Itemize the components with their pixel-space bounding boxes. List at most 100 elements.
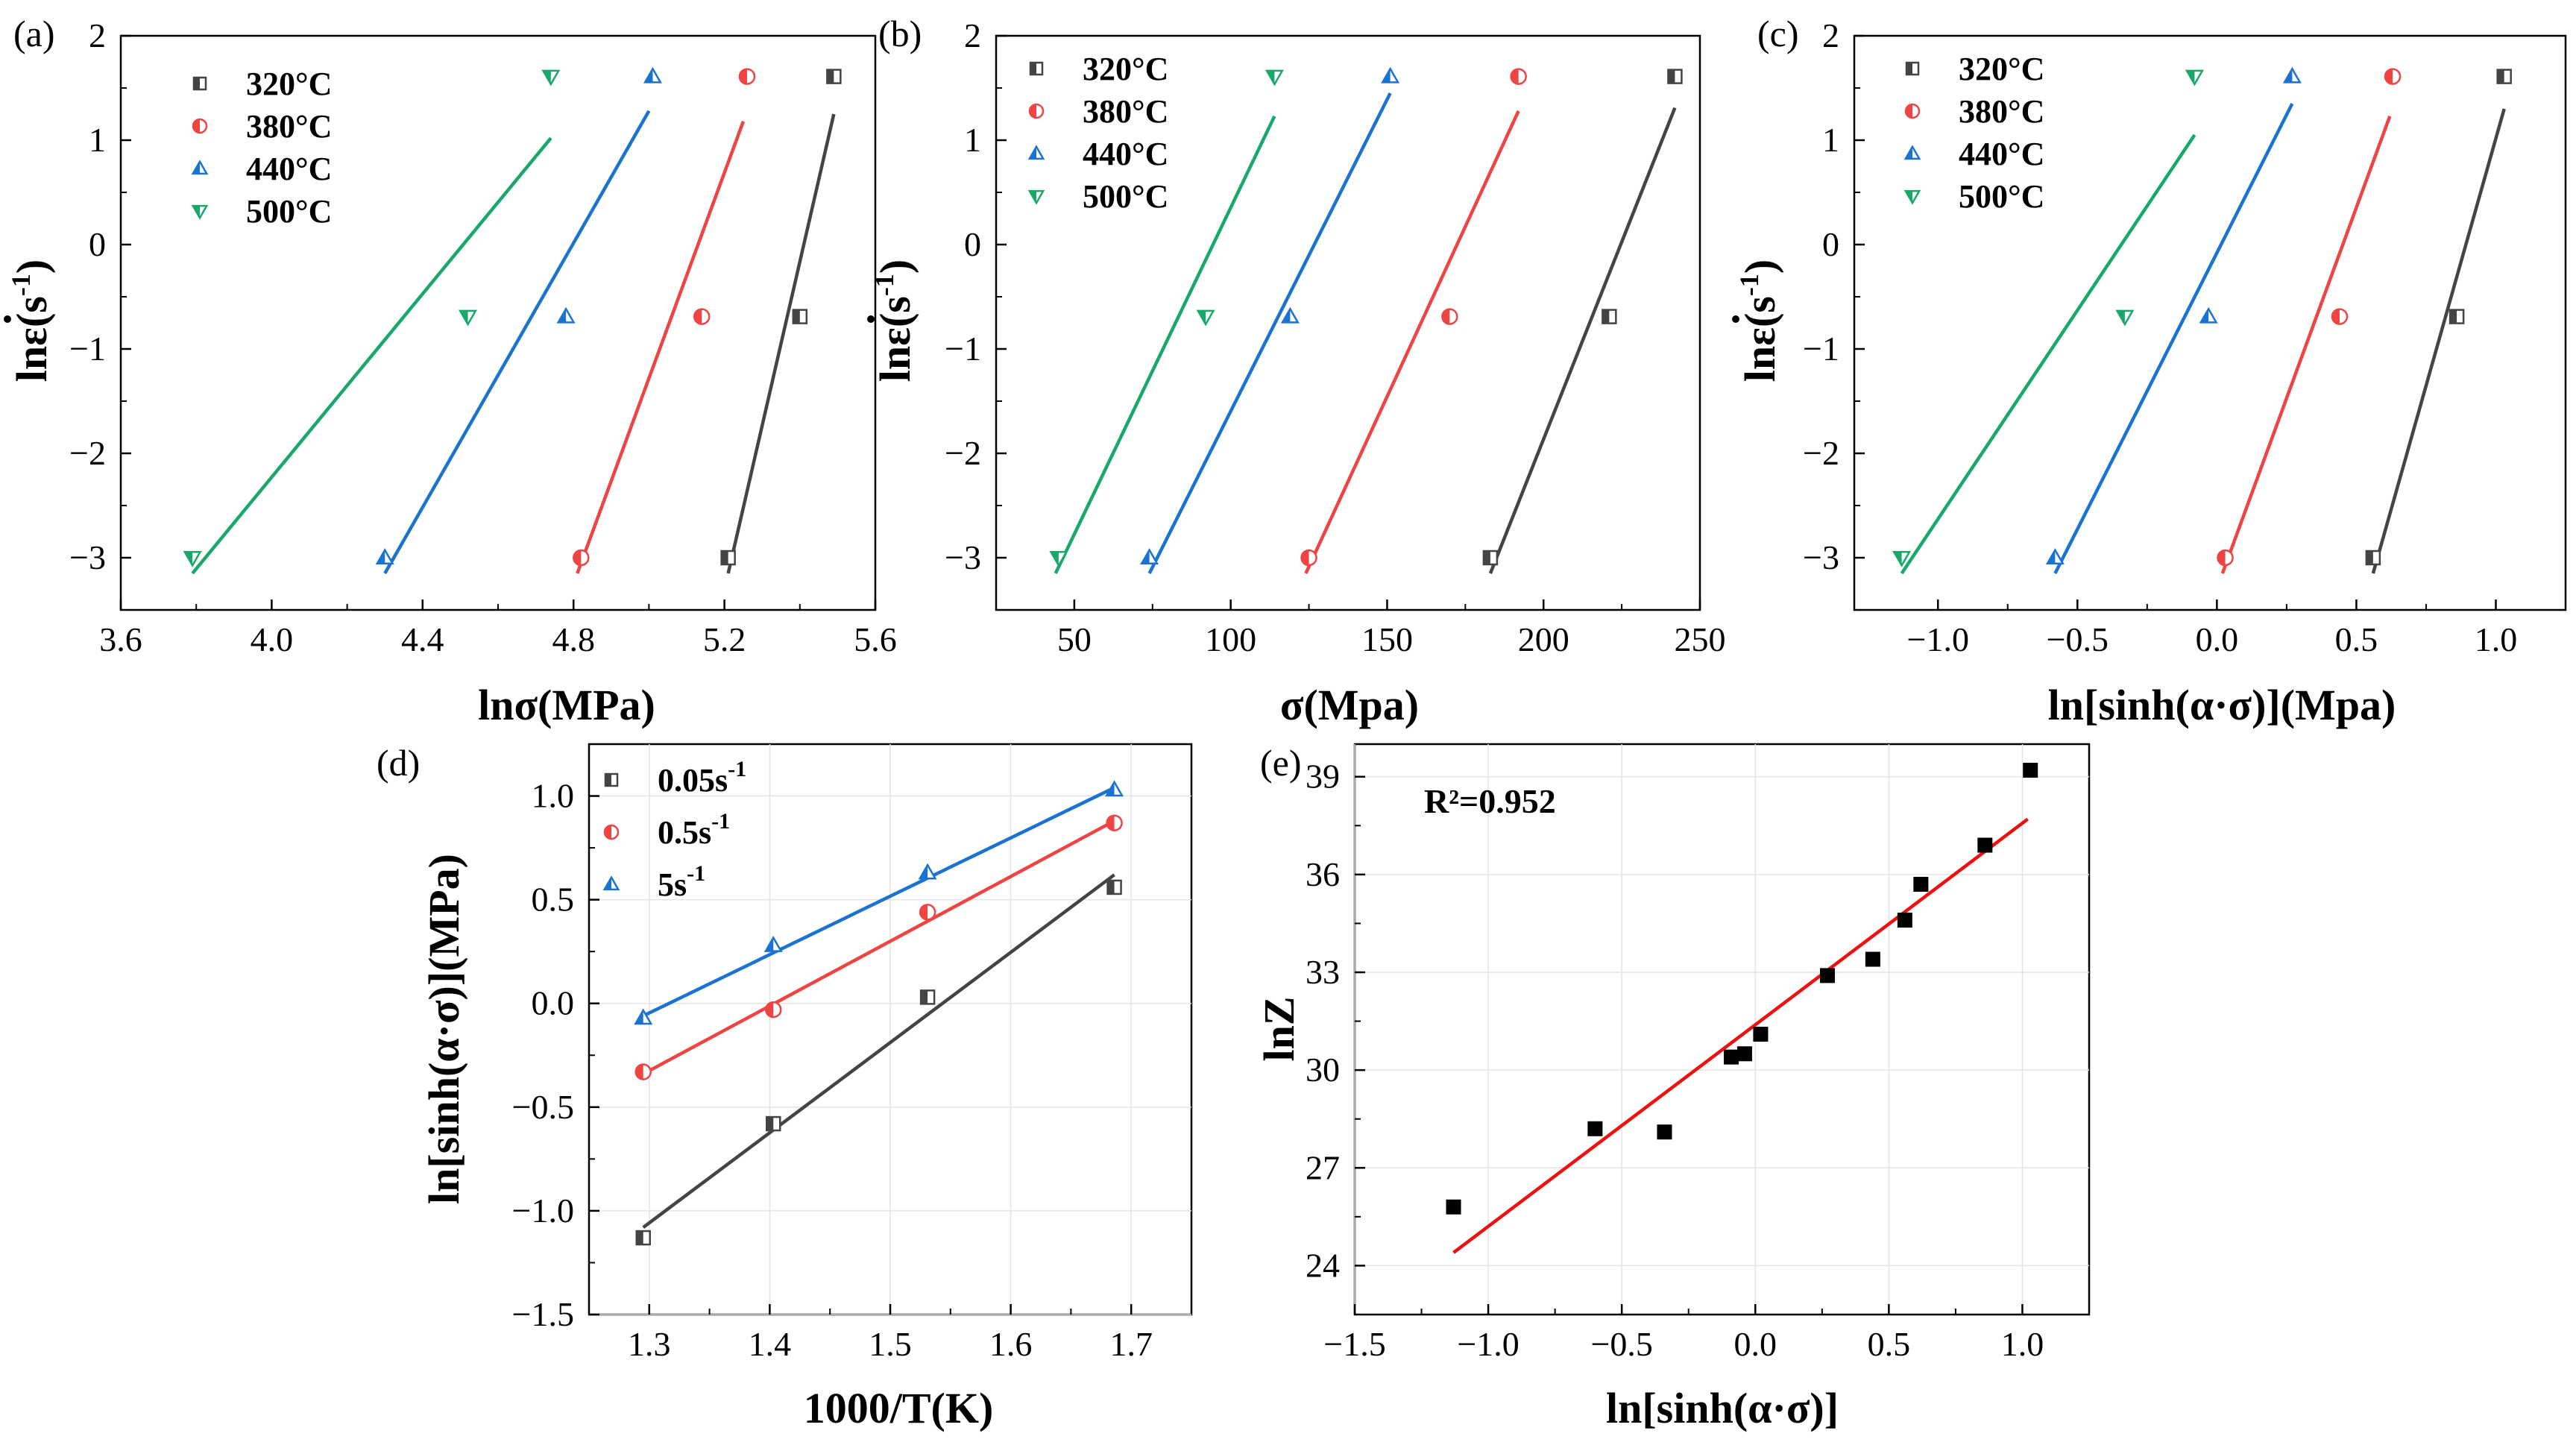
legend-label: 0.05s-1 (658, 757, 746, 799)
data-point (1897, 913, 1912, 928)
x-axis-title: lnσ(MPa) (478, 681, 655, 729)
y-tick-label: 2 (1822, 16, 1839, 54)
data-point-half (2366, 551, 2373, 564)
plot-frame (995, 34, 1701, 611)
chart-e: −1.5 −1.0 −0.5 0.0 0.5 1.0 24 27 30 33 36 39(e) ln[s… (1255, 742, 2091, 1432)
legend-label: 500°C (1959, 178, 2044, 215)
data-point-half (766, 1117, 774, 1131)
chart-c: −1.0 −0.5 0.0 0.5 1.0 −3 −2 −1 0 1 2 (c) ln[sinh(α·σ… (1732, 13, 2567, 729)
legend-marker-half (605, 774, 611, 786)
data-point-half (645, 69, 653, 83)
y-tick-label: −0.5 (512, 1088, 574, 1126)
data-point (1446, 1199, 1461, 1215)
y-tick-label: 33 (1306, 953, 1340, 991)
data-point-half (2284, 69, 2293, 83)
data-point-half (827, 69, 834, 84)
x-tick-label: 1.6 (989, 1325, 1033, 1363)
epsilon-dot (4, 315, 11, 323)
data-point-half (2047, 550, 2056, 564)
data-point-half (635, 1064, 643, 1080)
legend-label: 500°C (1083, 178, 1168, 215)
chart-d: 1.3 1.4 1.5 1.6 1.7 −1.5 −1.0 −0.5 0.0 0.5 1.0 (d) 1… (377, 742, 1193, 1432)
x-tick-label: 0.0 (1734, 1325, 1777, 1363)
data-point-half (636, 1231, 643, 1245)
plot-frame (1853, 34, 2567, 611)
legend-label: 320°C (246, 66, 332, 102)
x-tick-label: 3.6 (99, 620, 142, 658)
fit-line-0 (2371, 108, 2506, 574)
data-point-half (2187, 70, 2195, 84)
x-tick-label: 1.3 (628, 1325, 671, 1363)
y-tick-label: 24 (1306, 1246, 1340, 1284)
data-point-half (1602, 309, 1610, 324)
y-tick-label: 0 (89, 225, 106, 263)
data-point-half (919, 865, 928, 879)
x-tick-label: 4.4 (401, 620, 444, 658)
legend-marker-half (1029, 191, 1036, 204)
x-tick-label: 100 (1205, 620, 1256, 658)
data-point-half (1894, 552, 1902, 566)
legend-label: 500°C (246, 193, 332, 230)
data-point-half (1301, 550, 1309, 565)
fit-line-3 (1900, 133, 2196, 575)
data-point-half (460, 310, 468, 324)
epsilon-dot (867, 315, 875, 323)
fit-line-1 (2220, 116, 2392, 574)
x-axis-title: 1000/T(K) (804, 1384, 994, 1432)
legend-label: 380°C (246, 108, 332, 145)
y-tick-label: −1.0 (512, 1192, 574, 1230)
legend-marker-half (604, 877, 611, 890)
data-point-half (721, 551, 728, 564)
data-point-half (2217, 550, 2226, 565)
x-tick-label: 50 (1057, 620, 1092, 658)
legend-marker-half (1906, 63, 1912, 75)
data-point (1736, 1046, 1752, 1062)
data-point-half (2331, 309, 2340, 324)
y-tick-label: −1 (1803, 330, 1839, 368)
data-point-half (543, 70, 551, 84)
fit-line-1 (576, 121, 746, 574)
data-point-half (793, 309, 800, 324)
y-tick-label: 1.0 (532, 777, 575, 815)
data-point (1724, 1049, 1739, 1065)
x-axis-title: σ(Mpa) (1280, 681, 1419, 729)
data-point-half (920, 904, 928, 920)
data-point-half (2117, 310, 2125, 324)
data-point-half (1141, 550, 1150, 564)
y-axis-title: lnε(s-1) (1734, 259, 1784, 382)
x-tick-label: 1.0 (2001, 1325, 2044, 1363)
y-tick-label: 36 (1306, 855, 1340, 893)
legend-label: 5s-1 (658, 861, 705, 903)
x-tick-label: 4.8 (552, 620, 595, 658)
legend-marker-half (1029, 146, 1036, 159)
y-tick-label: 1 (1822, 121, 1839, 159)
legend-marker-half (1905, 191, 1912, 204)
legend-marker-half (194, 78, 200, 89)
data-point (1657, 1124, 1672, 1140)
y-axis-title: lnε(s-1) (869, 259, 919, 382)
y-tick-label: 0.0 (532, 984, 575, 1022)
x-tick-label: 0.5 (2335, 620, 2378, 658)
chart-a: 3.6 4.0 4.4 4.8 5.2 5.6 −3 −2 −1 0 1 2 (a) lnσ(MPa) ln… (4, 13, 897, 729)
y-tick-label: −1.5 (512, 1295, 574, 1333)
data-point-half (1106, 781, 1115, 796)
legend-label: 320°C (1959, 51, 2044, 87)
fit-line-2 (642, 786, 1115, 1018)
y-tick-label: −3 (1803, 538, 1839, 576)
data-point-half (1107, 880, 1115, 894)
data-point-half (2497, 69, 2504, 84)
data-point-half (2385, 69, 2393, 84)
legend-label: 440°C (1083, 136, 1168, 172)
legend-marker-half (192, 161, 200, 174)
x-axis-title: ln[sinh(α·σ)](Mpa) (2048, 681, 2396, 729)
x-tick-label: 1.7 (1109, 1325, 1153, 1363)
epsilon-dot (1732, 315, 1739, 323)
y-tick-label: 2 (964, 16, 981, 54)
data-point (1977, 837, 1993, 853)
data-point-half (1442, 309, 1450, 324)
legend-marker-half (1906, 104, 1912, 118)
data-point-half (573, 550, 582, 565)
x-tick-label: 1.4 (749, 1325, 792, 1363)
y-tick-label: −2 (1803, 434, 1839, 472)
data-point-half (1382, 69, 1391, 83)
